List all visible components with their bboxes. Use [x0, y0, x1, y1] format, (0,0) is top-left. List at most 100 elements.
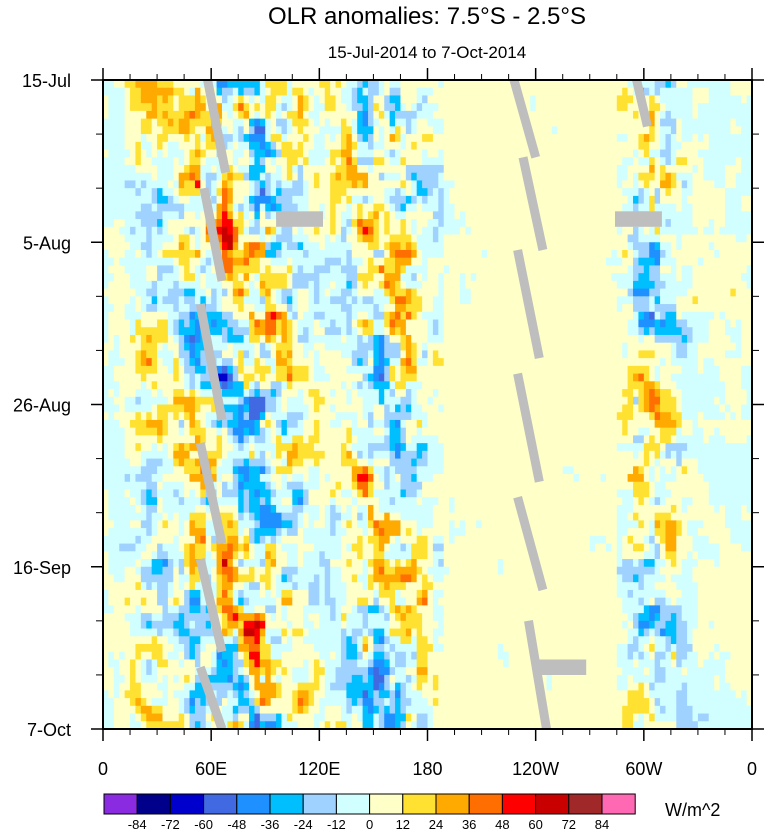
anomaly-cell	[173, 296, 180, 305]
anomaly-cell	[330, 327, 337, 336]
anomaly-cell	[422, 157, 429, 166]
anomaly-cell	[476, 389, 483, 398]
anomaly-cell	[276, 126, 283, 135]
anomaly-cell	[649, 342, 656, 352]
anomaly-cell	[714, 373, 721, 382]
anomaly-cell	[216, 203, 223, 212]
anomaly-cell	[346, 226, 353, 236]
anomaly-cell	[578, 134, 585, 143]
anomaly-cell	[692, 95, 699, 104]
anomaly-cell	[178, 226, 185, 236]
anomaly-cell	[308, 327, 315, 336]
anomaly-cell	[497, 195, 504, 205]
anomaly-cell	[465, 103, 472, 112]
anomaly-cell	[362, 172, 369, 182]
anomaly-cell	[286, 334, 293, 344]
anomaly-cell	[184, 95, 191, 104]
anomaly-cell	[573, 103, 580, 112]
anomaly-cell	[254, 273, 261, 282]
anomaly-cell	[600, 149, 607, 158]
anomaly-cell	[162, 234, 169, 243]
anomaly-cell	[724, 219, 731, 228]
anomaly-cell	[589, 172, 596, 182]
anomaly-cell	[497, 172, 504, 182]
anomaly-cell	[276, 188, 283, 197]
anomaly-cell	[449, 164, 456, 174]
anomaly-cell	[492, 211, 499, 220]
anomaly-cell	[103, 134, 110, 143]
anomaly-cell	[568, 219, 575, 228]
anomaly-cell	[595, 280, 602, 290]
anomaly-cell	[541, 288, 548, 297]
anomaly-cell	[741, 365, 748, 375]
anomaly-cell	[476, 87, 483, 97]
anomaly-cell	[276, 342, 283, 352]
anomaly-cell	[465, 141, 472, 151]
anomaly-cell	[508, 288, 515, 297]
anomaly-cell	[633, 164, 640, 174]
anomaly-cell	[281, 164, 288, 174]
anomaly-cell	[227, 126, 234, 135]
anomaly-cell	[719, 211, 726, 220]
anomaly-cell	[151, 157, 158, 166]
anomaly-cell	[395, 280, 402, 290]
anomaly-cell	[595, 195, 602, 205]
anomaly-cell	[443, 110, 450, 120]
anomaly-cell	[157, 342, 164, 352]
anomaly-cell	[703, 311, 710, 321]
anomaly-cell	[362, 149, 369, 158]
anomaly-cell	[703, 164, 710, 174]
anomaly-cell	[654, 280, 661, 290]
anomaly-cell	[714, 389, 721, 398]
anomaly-cell	[232, 118, 239, 127]
anomaly-cell	[627, 373, 634, 382]
anomaly-cell	[508, 350, 515, 359]
anomaly-cell	[130, 249, 137, 259]
anomaly-cell	[324, 304, 331, 313]
anomaly-cell	[113, 327, 120, 336]
anomaly-cell	[676, 195, 683, 205]
anomaly-cell	[465, 373, 472, 382]
anomaly-cell	[708, 350, 715, 359]
anomaly-cell	[270, 311, 277, 321]
anomaly-cell	[524, 334, 531, 344]
anomaly-cell	[151, 203, 158, 212]
anomaly-cell	[486, 134, 493, 143]
anomaly-cell	[605, 103, 612, 112]
anomaly-cell	[313, 373, 320, 382]
anomaly-cell	[194, 87, 201, 97]
anomaly-cell	[416, 188, 423, 197]
anomaly-cell	[730, 211, 737, 220]
anomaly-cell	[384, 164, 391, 174]
anomaly-cell	[292, 188, 299, 197]
anomaly-cell	[135, 95, 142, 104]
anomaly-cell	[741, 219, 748, 228]
anomaly-cell	[103, 95, 110, 104]
anomaly-cell	[292, 180, 299, 189]
anomaly-cell	[178, 350, 185, 359]
anomaly-cell	[167, 211, 174, 220]
anomaly-cell	[384, 226, 391, 236]
anomaly-cell	[719, 304, 726, 313]
anomaly-cell	[724, 373, 731, 382]
anomaly-cell	[130, 396, 137, 406]
anomaly-cell	[660, 164, 667, 174]
anomaly-cell	[557, 234, 564, 243]
anomaly-cell	[384, 381, 391, 390]
anomaly-cell	[249, 311, 256, 321]
anomaly-cell	[373, 334, 380, 344]
anomaly-cell	[178, 280, 185, 290]
anomaly-cell	[508, 195, 515, 205]
anomaly-cell	[432, 242, 439, 251]
anomaly-cell	[627, 134, 634, 143]
anomaly-cell	[389, 327, 396, 336]
anomaly-cell	[297, 180, 304, 189]
anomaly-cell	[432, 381, 439, 390]
anomaly-cell	[351, 195, 358, 205]
anomaly-cell	[243, 381, 250, 390]
anomaly-cell	[286, 373, 293, 382]
anomaly-cell	[692, 249, 699, 259]
anomaly-cell	[470, 350, 477, 359]
anomaly-cell	[162, 342, 169, 352]
anomaly-cell	[492, 226, 499, 236]
